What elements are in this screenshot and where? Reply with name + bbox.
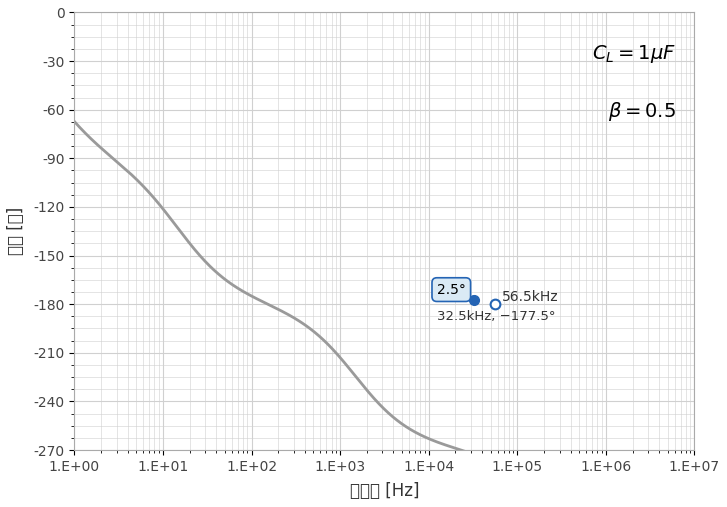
Text: 2.5°: 2.5°: [437, 282, 473, 301]
Text: $\beta = 0.5$: $\beta = 0.5$: [608, 100, 676, 123]
Text: 32.5kHz, −177.5°: 32.5kHz, −177.5°: [437, 310, 555, 322]
X-axis label: 周波数 [Hz]: 周波数 [Hz]: [350, 482, 419, 500]
Y-axis label: 位相 [度]: 位相 [度]: [7, 207, 25, 256]
Text: 56.5kHz: 56.5kHz: [502, 290, 559, 304]
Text: $C_L = 1\mu F$: $C_L = 1\mu F$: [592, 43, 676, 65]
